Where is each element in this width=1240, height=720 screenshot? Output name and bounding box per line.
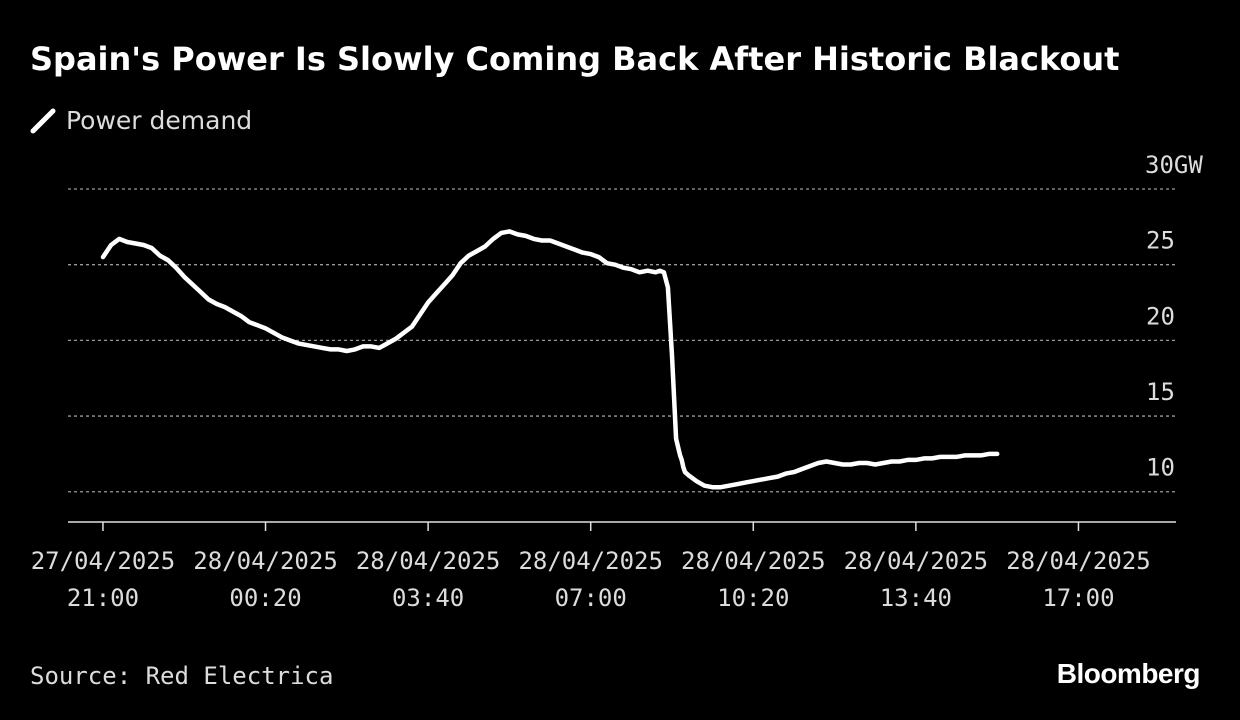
source-note: Source: Red Electrica — [30, 662, 334, 690]
x-tick-date-0: 27/04/2025 — [31, 547, 176, 575]
x-tick-date-3: 28/04/2025 — [518, 547, 663, 575]
x-tick-date-1: 28/04/2025 — [193, 547, 338, 575]
x-tick-time-5: 13:40 — [880, 584, 952, 612]
power-demand-chart: 10 15 20 25 30GW 27/04/2025 21:00 28/04/2025 00:… — [31, 151, 1204, 612]
y-tick-label-10: 10 — [1146, 454, 1175, 482]
legend-label: Power demand — [66, 106, 253, 135]
x-tick-time-6: 17:00 — [1042, 584, 1114, 612]
x-tick-time-3: 07:00 — [555, 584, 627, 612]
y-tick-label-25: 25 — [1146, 227, 1175, 255]
y-tick-label-15: 15 — [1146, 378, 1175, 406]
series-line-power-demand — [100, 229, 1000, 490]
x-tick-date-6: 28/04/2025 — [1006, 547, 1151, 575]
x-tick-date-5: 28/04/2025 — [844, 547, 989, 575]
legend-line-icon — [30, 108, 56, 133]
x-tick-time-1: 00:20 — [229, 584, 301, 612]
x-tick-date-2: 28/04/2025 — [356, 547, 501, 575]
x-tick-time-4: 10:20 — [717, 584, 789, 612]
chart-title: Spain's Power Is Slowly Coming Back Afte… — [30, 40, 1120, 78]
y-tick-label-20: 20 — [1146, 302, 1175, 330]
bloomberg-logo: Bloomberg — [1056, 658, 1201, 689]
x-tick-date-4: 28/04/2025 — [681, 547, 826, 575]
y-tick-label-30: 30GW — [1145, 151, 1203, 179]
legend: Power demand — [30, 106, 252, 135]
x-tick-time-2: 03:40 — [392, 584, 464, 612]
x-tick-time-0: 21:00 — [67, 584, 139, 612]
